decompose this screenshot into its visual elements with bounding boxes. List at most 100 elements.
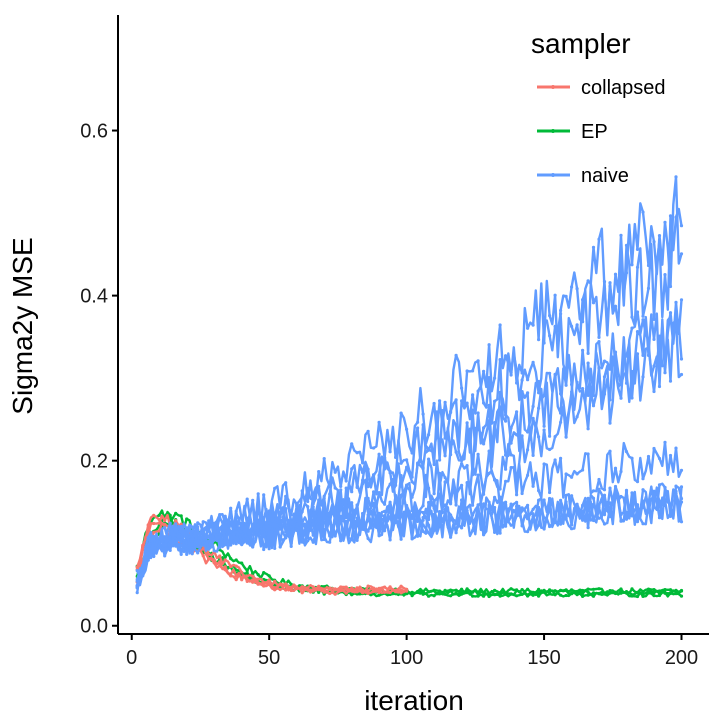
series-point (460, 386, 464, 390)
series-line (136, 486, 683, 593)
series-point (256, 523, 260, 528)
series-point (520, 524, 524, 528)
series-point (245, 497, 249, 501)
series-point (240, 517, 244, 522)
series-point (476, 389, 480, 393)
series-point (432, 506, 436, 510)
series-point (542, 498, 546, 502)
series-point (168, 548, 172, 553)
series-point (421, 515, 425, 520)
series-point (542, 393, 546, 398)
series-point (432, 499, 436, 503)
series-point (581, 468, 585, 472)
series-point (504, 592, 508, 596)
series-point (251, 498, 255, 502)
series-point (344, 516, 348, 520)
series-point (553, 372, 557, 376)
series-point (394, 520, 398, 525)
x-tick-label: 0 (126, 647, 137, 669)
series-point (438, 590, 442, 594)
series-point (674, 446, 678, 450)
series-point (427, 486, 431, 490)
series-point (520, 396, 524, 400)
series-point (366, 508, 370, 512)
series-point (135, 569, 139, 573)
series-point (581, 503, 585, 507)
series-point (624, 591, 629, 595)
series-point (663, 273, 667, 277)
series-point (471, 393, 475, 397)
series-point (465, 369, 469, 373)
legend-label-naive: naive (581, 165, 629, 187)
series-point (548, 434, 552, 438)
series-point (460, 590, 464, 594)
series-point (476, 511, 480, 515)
series-point (471, 518, 475, 522)
series-point (679, 589, 684, 593)
series-point (613, 369, 618, 373)
series-point (245, 574, 249, 578)
series-point (377, 420, 381, 424)
series-point (399, 584, 403, 588)
series-point (548, 508, 552, 512)
series-point (273, 579, 277, 583)
series-point (586, 587, 590, 591)
series-point (267, 518, 271, 522)
series-point (570, 588, 574, 592)
series-point (635, 594, 640, 599)
series-point (619, 519, 623, 523)
series-point (333, 486, 337, 490)
legend-item-naive: naive (537, 165, 629, 187)
series-point (383, 502, 387, 506)
series-point (619, 233, 623, 237)
series-point (575, 593, 579, 597)
series-point (300, 538, 304, 542)
series-point (471, 529, 475, 533)
series-point (372, 524, 376, 528)
series-point (575, 507, 579, 511)
series-point (295, 517, 299, 521)
series-point (630, 587, 634, 591)
series-point (443, 503, 447, 507)
series-point (339, 589, 343, 593)
series-point (388, 450, 392, 454)
series-point (602, 392, 607, 396)
series-point (465, 506, 469, 510)
series-point (366, 584, 370, 588)
series-point (278, 583, 282, 587)
series-point (581, 518, 585, 522)
series-line (136, 509, 683, 598)
series-point (559, 522, 563, 526)
series-point (575, 287, 579, 291)
series-point (493, 505, 497, 510)
series-point (520, 491, 524, 496)
series-point (295, 585, 299, 589)
series-point (157, 513, 161, 517)
series-point (509, 523, 513, 527)
series-point (526, 587, 530, 591)
series-point (333, 470, 337, 474)
series-point (339, 508, 343, 512)
series-point (300, 521, 304, 525)
legend-key-dot-naive (551, 173, 555, 177)
series-point (185, 517, 189, 521)
series-point (179, 552, 183, 557)
series-point (460, 526, 464, 530)
series-point (416, 532, 420, 536)
series-point (630, 512, 634, 516)
series-point (157, 517, 161, 522)
series-point (597, 587, 601, 591)
series-point (405, 427, 409, 431)
series-point (515, 381, 519, 385)
y-axis-title: Sigma2y MSE (7, 237, 38, 414)
series-point (322, 457, 326, 461)
series-point (641, 477, 645, 481)
series-point (328, 484, 332, 488)
series-point (493, 421, 497, 425)
series-point (295, 502, 299, 506)
series-point (504, 524, 508, 528)
series-point (559, 593, 563, 597)
y-tick-label: 0.4 (80, 286, 108, 308)
series-point (185, 552, 189, 557)
series-point (602, 502, 607, 506)
